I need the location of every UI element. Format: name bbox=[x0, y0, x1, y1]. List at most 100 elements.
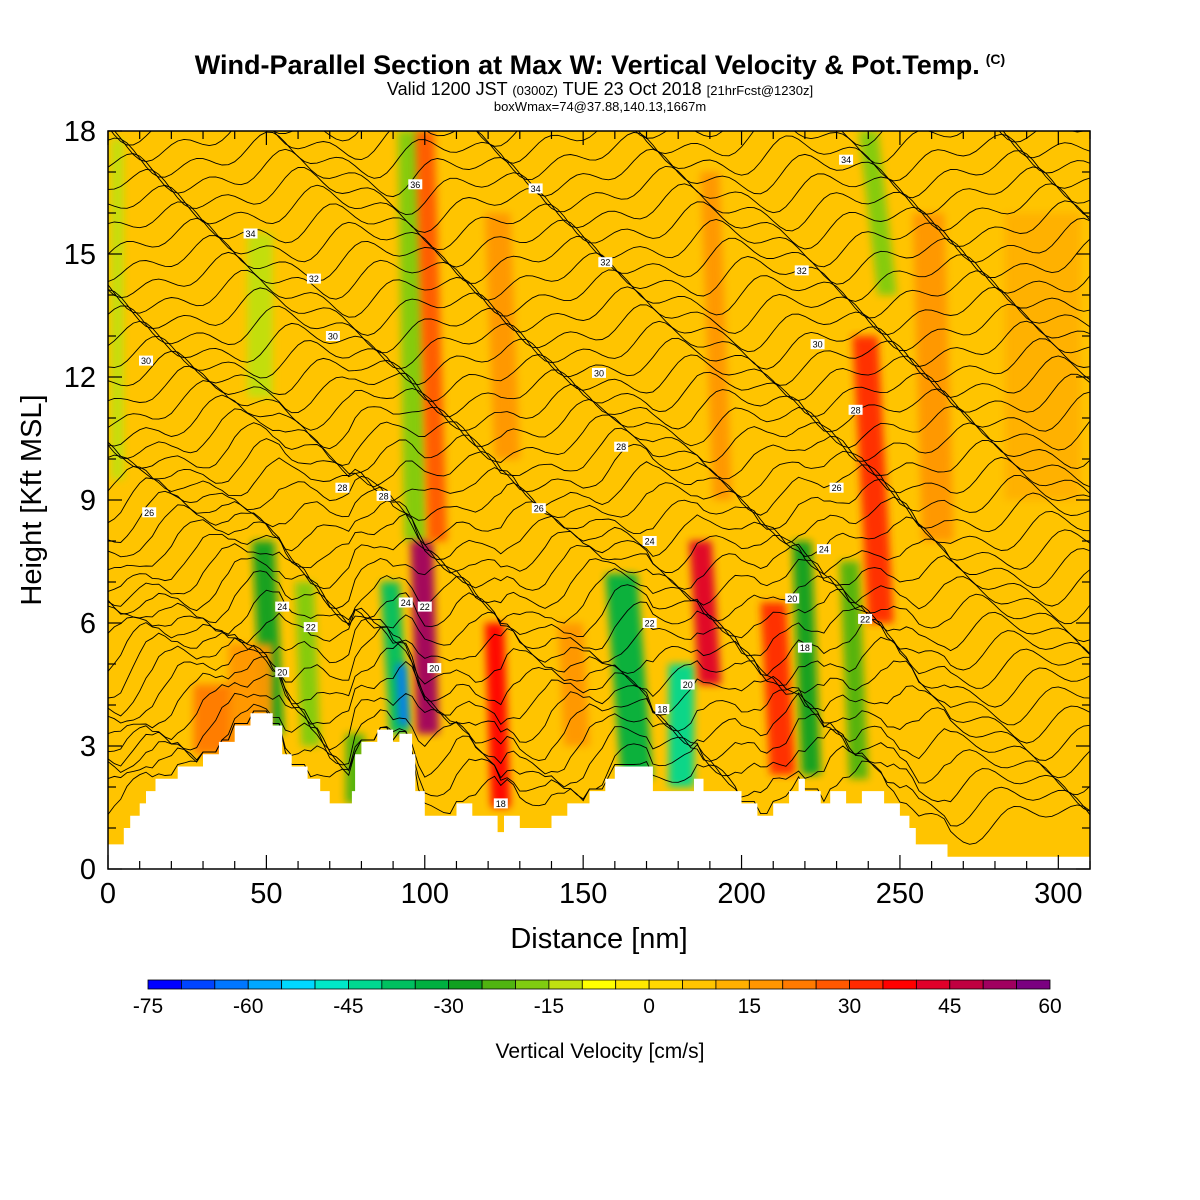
contour-label-text: 28 bbox=[379, 491, 389, 501]
contour-label-text: 24 bbox=[819, 545, 829, 555]
contour-label-text: 28 bbox=[616, 442, 626, 452]
y-tick-label: 6 bbox=[80, 608, 96, 640]
colorbar-bin-13 bbox=[581, 979, 617, 990]
contour-label-text: 18 bbox=[496, 799, 506, 809]
contour-label-text: 24 bbox=[401, 598, 411, 608]
contour-label-18: 24 bbox=[642, 536, 657, 547]
contour-label-text: 28 bbox=[851, 405, 861, 415]
contour-label-23: 22 bbox=[303, 622, 318, 633]
y-axis-label: Height [Kft MSL] bbox=[16, 394, 48, 605]
contour-label-29: 20 bbox=[785, 593, 800, 604]
contour-label-12: 28 bbox=[848, 404, 863, 415]
colorbar-bin-20 bbox=[815, 979, 850, 990]
theta-contour-28 bbox=[108, 320, 1090, 370]
contour-label-text: 26 bbox=[534, 504, 544, 514]
colorbar-bin-18 bbox=[748, 979, 784, 990]
contour-label-14: 28 bbox=[376, 490, 391, 501]
contour-label-27: 20 bbox=[427, 663, 442, 674]
contour-label-10: 30 bbox=[810, 339, 825, 350]
contour-label-11: 28 bbox=[614, 441, 629, 452]
colorbar-bin-1 bbox=[181, 979, 216, 990]
theta-contour-7 bbox=[108, 626, 1090, 726]
theta-contour-8 bbox=[108, 618, 1090, 708]
colorbar-bin-23 bbox=[915, 979, 951, 990]
contour-label-text: 28 bbox=[337, 483, 347, 493]
contour-label-text: 26 bbox=[144, 508, 154, 518]
w-feature-25 bbox=[1004, 213, 1081, 500]
contour-label-text: 32 bbox=[309, 274, 319, 284]
colorbar-bin-21 bbox=[849, 979, 884, 990]
title-main: Wind-Parallel Section at Max W: Vertical… bbox=[194, 50, 980, 80]
theta-contour-30 bbox=[108, 286, 1090, 336]
x-axis: 0 50 100 150 200 250 300 bbox=[100, 131, 1091, 910]
w-feature-16 bbox=[668, 664, 695, 787]
colorbar-bin-11 bbox=[515, 979, 550, 990]
theta-contour-26 bbox=[108, 350, 1090, 402]
x-tick-label: 50 bbox=[250, 878, 282, 910]
chart-title-block: Wind-Parallel Section at Max W: Vertical… bbox=[0, 44, 1200, 113]
contour-label-32: 18 bbox=[493, 798, 508, 809]
colorbar-bin-0 bbox=[147, 979, 182, 990]
terrain bbox=[108, 713, 1090, 869]
contour-label-text: 24 bbox=[645, 537, 655, 547]
theta-contour-10 bbox=[108, 589, 1090, 671]
contour-label-28: 20 bbox=[680, 679, 695, 690]
theta-contour-14 bbox=[108, 533, 1090, 607]
contour-label-text: 20 bbox=[277, 668, 287, 678]
contour-label-4: 32 bbox=[306, 273, 321, 284]
theta-contour-5 bbox=[108, 656, 1090, 761]
valid-date: TUE 23 Oct 2018 bbox=[562, 79, 702, 99]
theta-contour-20 bbox=[108, 438, 1090, 498]
valid-time: Valid 1200 JST bbox=[386, 79, 508, 99]
colorbar-tick-label: -60 bbox=[233, 995, 263, 1018]
contour-label-20: 24 bbox=[275, 601, 290, 612]
contour-label-text: 20 bbox=[787, 594, 797, 604]
theta-contour-27 bbox=[108, 335, 1090, 386]
contour-label-13: 28 bbox=[335, 482, 350, 493]
contour-label-text: 24 bbox=[277, 602, 287, 612]
contour-labels: 36 34 34 34 32 32 32 30 30 30 30 28 28 28 28 26 26 26 24 24… bbox=[139, 154, 873, 809]
colorbar-bin-10 bbox=[481, 979, 516, 990]
theta-contour-6 bbox=[108, 641, 1090, 744]
contour-label-text: 30 bbox=[594, 368, 604, 378]
w-feature-20 bbox=[792, 541, 821, 775]
w-feature-14 bbox=[557, 623, 590, 746]
theta-contour-31 bbox=[108, 269, 1090, 319]
theta-contour-29 bbox=[108, 303, 1090, 354]
contour-label-6: 32 bbox=[794, 265, 809, 276]
contour-label-text: 22 bbox=[420, 602, 430, 612]
contour-label-text: 36 bbox=[410, 180, 420, 190]
contour-label-8: 30 bbox=[139, 355, 154, 366]
contour-label-text: 34 bbox=[246, 229, 256, 239]
x-axis-label: Distance [nm] bbox=[510, 923, 687, 955]
colorbar-bin-22 bbox=[882, 979, 917, 990]
colorbar-bin-5 bbox=[314, 979, 349, 990]
contour-label-2: 34 bbox=[839, 154, 854, 165]
theta-contour-34 bbox=[108, 217, 1090, 268]
x-tick-label: 250 bbox=[876, 878, 924, 910]
theta-contour-9 bbox=[108, 607, 1090, 689]
box-wmax-info: boxWmax=74@37.88,140.13,1667m bbox=[493, 99, 707, 114]
colorbar-tick-label: 15 bbox=[738, 995, 761, 1018]
theta-contour-4 bbox=[108, 673, 1090, 779]
theta-contour-38 bbox=[108, 148, 1090, 199]
vertical-velocity-field bbox=[111, 131, 1081, 808]
theta-contour-22 bbox=[108, 408, 1090, 469]
theta-contour-24 bbox=[108, 380, 1090, 433]
colorbar-bin-19 bbox=[782, 979, 817, 990]
colorbar-tick-label: 60 bbox=[1038, 995, 1061, 1018]
contour-label-text: 20 bbox=[429, 664, 439, 674]
colorbar-bin-17 bbox=[715, 979, 750, 990]
colorbar-label: Vertical Velocity [cm/s] bbox=[496, 1040, 705, 1063]
theta-contour-33 bbox=[108, 235, 1090, 285]
w-feature-23 bbox=[858, 131, 897, 295]
colorbar-bin-9 bbox=[448, 979, 483, 990]
contour-label-9: 30 bbox=[592, 367, 606, 378]
colorbar-tick-label: 45 bbox=[938, 995, 961, 1018]
contour-label-22: 22 bbox=[417, 601, 432, 612]
contour-label-31: 18 bbox=[797, 642, 812, 653]
w-feature-17 bbox=[689, 541, 721, 685]
theta-contour-37 bbox=[108, 165, 1090, 216]
contour-label-26: 20 bbox=[275, 667, 290, 678]
chart-subtitle: Valid 1200 JST (0300Z) TUE 23 Oct 2018 [… bbox=[0, 80, 1200, 100]
